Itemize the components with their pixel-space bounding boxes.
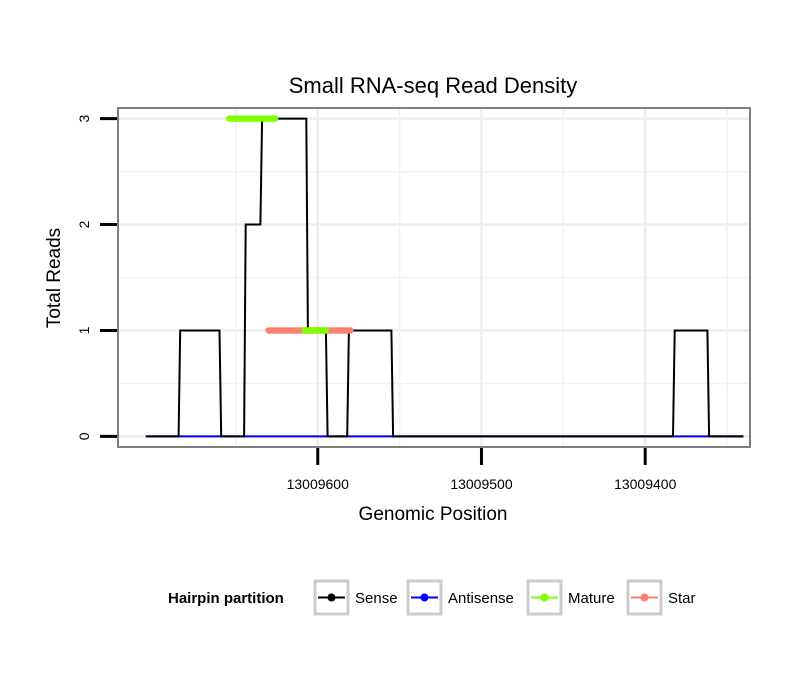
legend-key-point-star bbox=[640, 593, 649, 602]
grid-lines bbox=[118, 108, 750, 447]
series-sense-line bbox=[145, 117, 744, 438]
y-tick-label: 0 bbox=[76, 432, 92, 440]
legend-key-point-sense bbox=[327, 593, 336, 602]
x-tick-label: 13009600 bbox=[287, 476, 350, 492]
legend-label-star: Star bbox=[668, 590, 696, 607]
chart-title: Small RNA-seq Read Density bbox=[289, 73, 578, 98]
x-tick-label: 13009500 bbox=[450, 476, 513, 492]
legend-key-point-mature bbox=[540, 593, 549, 602]
legend-label-sense: Sense bbox=[355, 590, 398, 607]
x-axis-title: Genomic Position bbox=[359, 504, 508, 525]
legend-title: Hairpin partition bbox=[168, 590, 284, 607]
series-mature-point bbox=[226, 115, 233, 122]
y-tick-label: 3 bbox=[76, 114, 92, 122]
legend: Hairpin partition Sense Antisense Mature St… bbox=[168, 579, 696, 616]
panel-border bbox=[117, 107, 751, 448]
axes: 0 1 2 3 13009600 13009500 13009400 bbox=[76, 107, 751, 492]
y-axis-title: Total Reads bbox=[44, 228, 65, 328]
data-series bbox=[145, 115, 744, 438]
series-mature-point bbox=[301, 327, 308, 334]
legend-label-antisense: Antisense bbox=[448, 590, 514, 607]
y-tick-label: 1 bbox=[76, 326, 92, 334]
series-star-point bbox=[265, 327, 272, 334]
legend-label-mature: Mature bbox=[568, 590, 615, 607]
x-tick-label: 13009400 bbox=[614, 476, 677, 492]
legend-key-point-antisense bbox=[420, 593, 429, 602]
y-tick-label: 2 bbox=[76, 220, 92, 228]
